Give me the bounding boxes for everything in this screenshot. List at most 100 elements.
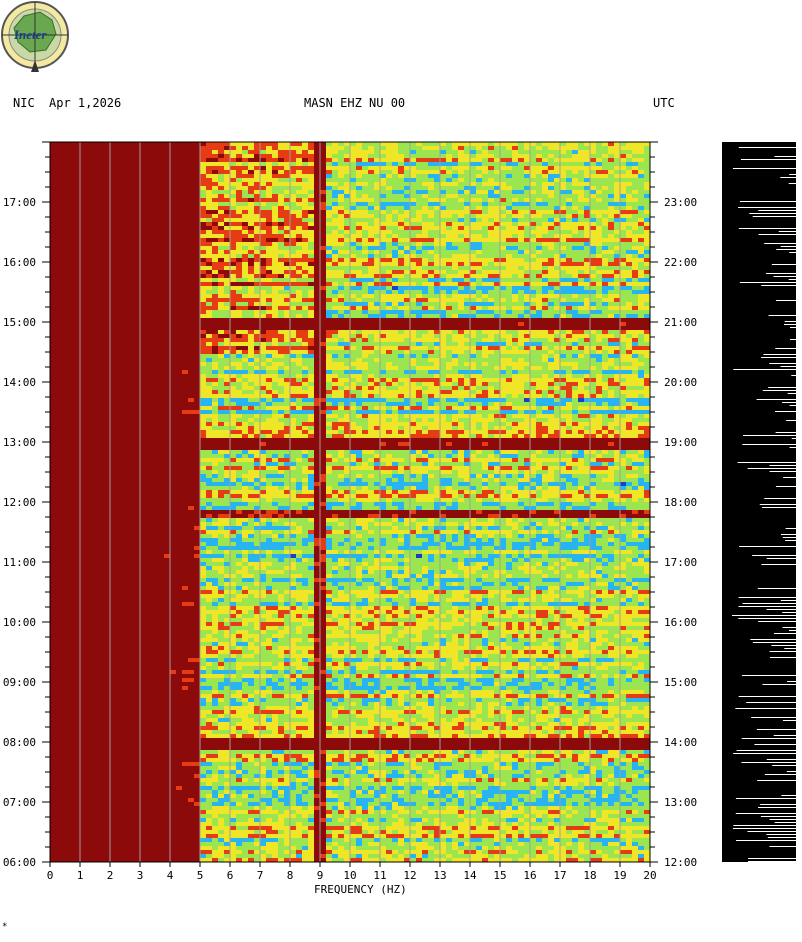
heatmap-cell (494, 166, 501, 171)
heatmap-cell (404, 226, 411, 231)
heatmap-cell (530, 302, 537, 307)
heatmap-cell (104, 198, 111, 203)
heatmap-cell (494, 322, 501, 327)
heatmap-cell (200, 166, 207, 171)
heatmap-cell (206, 246, 213, 251)
heatmap-cell (602, 198, 609, 203)
heatmap-cell (320, 266, 327, 271)
heatmap-cell (506, 170, 513, 175)
heatmap-cell (644, 302, 651, 307)
heatmap-cell (308, 338, 315, 343)
heatmap-cell (452, 226, 459, 231)
heatmap-cell (92, 278, 99, 283)
heatmap-cell (626, 326, 633, 331)
heatmap-cell (458, 142, 465, 147)
heatmap-cell (260, 190, 267, 195)
heatmap-cell (350, 174, 357, 179)
heatmap-cell (290, 194, 297, 199)
heatmap-cell (302, 158, 309, 163)
heatmap-cell (392, 338, 399, 343)
heatmap-cell (458, 262, 465, 267)
heatmap-cell (116, 226, 123, 231)
heatmap-cell (206, 210, 213, 215)
heatmap-cell (332, 306, 339, 311)
heatmap-cell (236, 246, 243, 251)
heatmap-cell (398, 154, 405, 159)
heatmap-cell (524, 294, 531, 299)
heatmap-cell (248, 162, 255, 167)
heatmap-cell (440, 330, 447, 335)
heatmap-cell (56, 262, 63, 267)
heatmap-cell (578, 198, 585, 203)
heatmap-cell (422, 146, 429, 151)
heatmap-cell (308, 254, 315, 259)
heatmap-cell (620, 282, 627, 287)
heatmap-cell (320, 190, 327, 195)
heatmap-cell (170, 286, 177, 291)
heatmap-cell (236, 206, 243, 211)
heatmap-cell (482, 322, 489, 327)
heatmap-cell (92, 246, 99, 251)
heatmap-cell (152, 326, 159, 331)
heatmap-cell (50, 182, 57, 187)
heatmap-cell (356, 154, 363, 159)
heatmap-cell (146, 338, 153, 343)
heatmap-cell (182, 290, 189, 295)
heatmap-cell (428, 306, 435, 311)
heatmap-cell (638, 286, 645, 291)
heatmap-cell (476, 206, 483, 211)
heatmap-cell (308, 158, 315, 163)
heatmap-cell (368, 254, 375, 259)
heatmap-cell (428, 194, 435, 199)
heatmap-cell (122, 298, 129, 303)
heatmap-cell (542, 146, 549, 151)
heatmap-cell (626, 310, 633, 315)
heatmap-cell (536, 170, 543, 175)
heatmap-cell (296, 178, 303, 183)
heatmap-cell (560, 178, 567, 183)
heatmap-cell (536, 194, 543, 199)
heatmap-cell (470, 298, 477, 303)
heatmap-cell (332, 258, 339, 263)
heatmap-cell (206, 198, 213, 203)
heatmap-cell (458, 198, 465, 203)
heatmap-cell (332, 274, 339, 279)
heatmap-cell (410, 278, 417, 283)
heatmap-cell (518, 218, 525, 223)
heatmap-cell (404, 194, 411, 199)
heatmap-cell (320, 178, 327, 183)
heatmap-cell (392, 270, 399, 275)
heatmap-cell (308, 150, 315, 155)
heatmap-cell (206, 142, 213, 147)
heatmap-cell (542, 170, 549, 175)
heatmap-cell (518, 234, 525, 239)
heatmap-cell (152, 238, 159, 243)
heatmap-cell (152, 206, 159, 211)
heatmap-cell (584, 166, 591, 171)
heatmap-cell (266, 206, 273, 211)
heatmap-cell (644, 274, 651, 279)
heatmap-cell (248, 326, 255, 331)
heatmap-cell (428, 258, 435, 263)
heatmap-cell (218, 274, 225, 279)
heatmap-cell (524, 198, 531, 203)
heatmap-cell (434, 250, 441, 255)
heatmap-cell (110, 226, 117, 231)
heatmap-cell (158, 146, 165, 151)
heatmap-cell (476, 270, 483, 275)
heatmap-cell (428, 294, 435, 299)
heatmap-cell (182, 254, 189, 259)
heatmap-cell (422, 298, 429, 303)
heatmap-cell (614, 214, 621, 219)
heatmap-cell (194, 194, 201, 199)
heatmap-cell (110, 186, 117, 191)
heatmap-cell (590, 162, 597, 167)
heatmap-cell (566, 266, 573, 271)
heatmap-cell (362, 306, 369, 311)
heatmap-cell (362, 158, 369, 163)
heatmap-cell (308, 230, 315, 235)
heatmap-cell (332, 174, 339, 179)
heatmap-cell (134, 334, 141, 339)
heatmap-cell (626, 290, 633, 295)
heatmap-cell (200, 326, 207, 331)
